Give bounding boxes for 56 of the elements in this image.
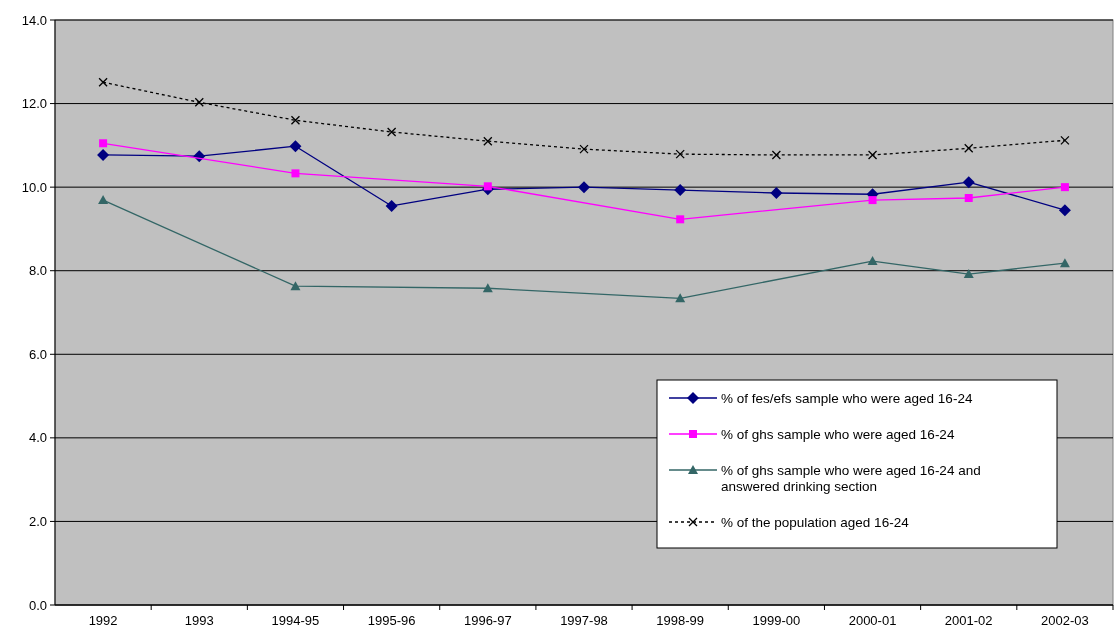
point — [482, 283, 493, 293]
point — [483, 182, 492, 191]
point — [964, 143, 974, 153]
point — [578, 181, 590, 194]
y-tick-label: 0.0 — [28, 597, 47, 613]
x-tick-label: 1993 — [184, 613, 214, 628]
point — [483, 136, 493, 146]
point — [290, 281, 301, 291]
point — [676, 215, 685, 224]
point — [1060, 183, 1069, 192]
x-tick-label: 1995-96 — [367, 613, 416, 628]
point — [1058, 204, 1071, 217]
point — [579, 144, 589, 154]
x-tick-label: 1999-00 — [752, 613, 801, 628]
point — [770, 186, 783, 199]
legend-label: % of ghs sample who were aged 16-24 — [721, 426, 955, 442]
point — [194, 97, 204, 107]
x-tick-label: 1994-95 — [271, 613, 320, 628]
x-tick-label: 1996-97 — [463, 613, 512, 628]
point — [962, 176, 975, 189]
legend-label: % of ghs sample who were aged 16-24 and answered drinking section — [721, 462, 981, 494]
point — [963, 269, 974, 279]
y-tick-label: 4.0 — [28, 430, 47, 446]
legend-label: % of fes/efs sample who were aged 16-24 — [721, 390, 973, 406]
point — [290, 115, 301, 125]
point — [675, 149, 685, 159]
y-tick-label: 2.0 — [28, 513, 47, 529]
point — [1059, 258, 1070, 268]
point — [98, 195, 109, 205]
y-tick-label: 12.0 — [21, 96, 47, 112]
point — [867, 256, 878, 266]
y-tick-label: 10.0 — [21, 179, 47, 195]
y-tick-label: 6.0 — [28, 346, 47, 362]
point — [771, 150, 782, 160]
point — [291, 169, 300, 178]
point — [868, 196, 877, 205]
point — [964, 194, 973, 203]
point — [98, 77, 108, 87]
point — [675, 293, 686, 303]
point — [1060, 135, 1070, 145]
y-tick-label: 14.0 — [21, 12, 47, 28]
legend-label: % of the population aged 16-24 — [721, 514, 910, 530]
x-tick-label: 1997-98 — [560, 613, 608, 628]
x-tick-label: 1998-99 — [656, 613, 705, 628]
x-tick-label: 2002-03 — [1041, 613, 1089, 628]
x-tick-label: 2001-02 — [944, 613, 993, 628]
x-tick-label: 2000-01 — [848, 613, 897, 628]
point — [674, 184, 687, 197]
point — [386, 127, 397, 137]
point — [289, 140, 302, 153]
y-tick-label: 8.0 — [28, 263, 47, 279]
point — [867, 150, 878, 160]
point — [97, 148, 110, 161]
x-tick-label: 1992 — [88, 613, 118, 628]
point — [99, 139, 108, 148]
point — [385, 199, 398, 212]
